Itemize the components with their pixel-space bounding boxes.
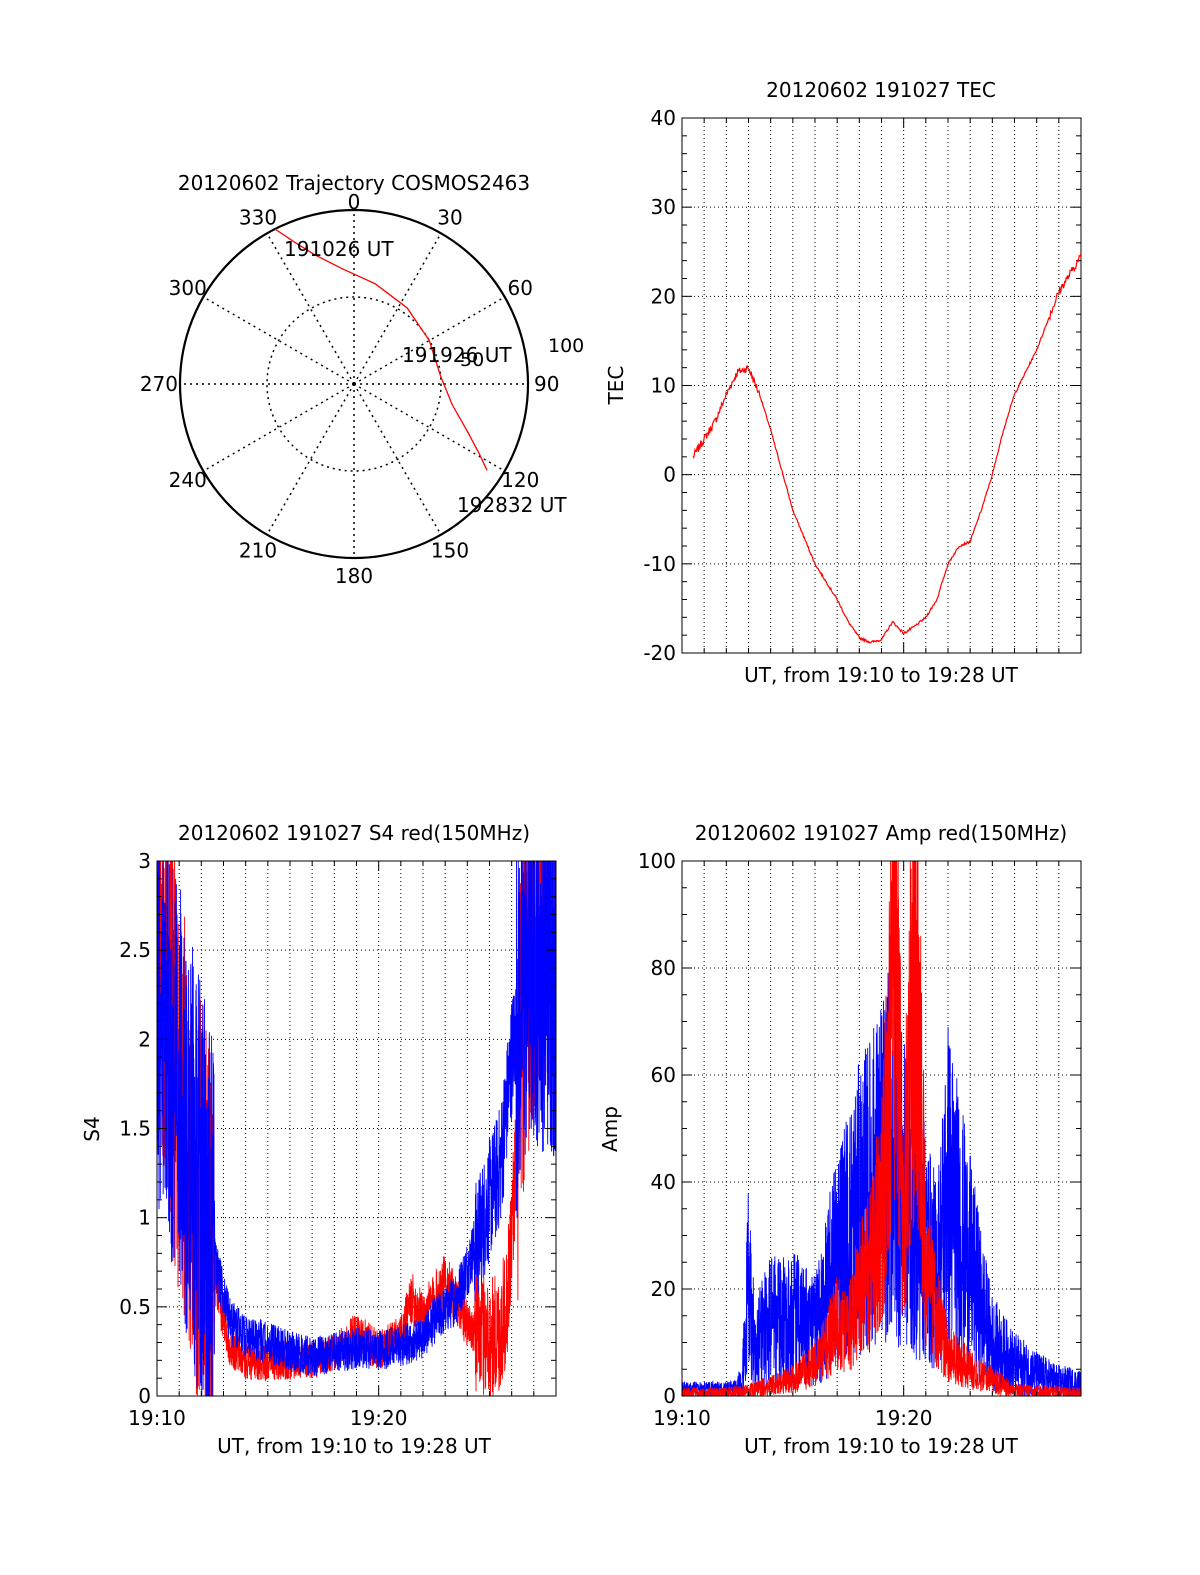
polar-grid-ring: [266, 296, 442, 472]
amp-y-tick-label: 40: [651, 1170, 676, 1194]
amp-x-tick-labels: 19:10 19:20: [653, 1406, 932, 1430]
s4-series-blue: [156, 860, 557, 1397]
polar-grid-spoke: [353, 383, 506, 472]
s4-y-tick-label: 0: [138, 1384, 151, 1408]
amp-y-tick-label: 60: [651, 1063, 676, 1087]
polar-grid-spoke: [266, 232, 355, 385]
polar-title: 20120602 Trajectory COSMOS2463: [178, 171, 530, 195]
s4-y-tick-label: 2.5: [119, 938, 151, 962]
polar-grid-spoke: [353, 383, 442, 536]
s4-y-tick-label: 1: [138, 1206, 151, 1230]
tec-y-tick-labels: -20 -10 0 10 20 30 40: [643, 106, 676, 665]
polar-azimuth-label: 300: [169, 276, 207, 300]
polar-azimuth-label: 270: [140, 372, 178, 396]
s4-title: 20120602 191027 S4 red(150MHz): [178, 821, 530, 845]
polar-grid-spoke: [353, 296, 506, 385]
amp-y-tick-label: 100: [638, 849, 676, 873]
s4-series-group: [156, 860, 557, 1397]
amp-y-tick-label: 20: [651, 1277, 676, 1301]
s4-y-axis-label: S4: [80, 1116, 104, 1141]
amp-grid: [682, 861, 1081, 1396]
s4-y-tick-label: 2: [138, 1027, 151, 1051]
s4-x-tick-labels: 19:10 19:20: [128, 1406, 407, 1430]
tec-y-axis-label: TEC: [604, 366, 628, 406]
polar-ring-labels: 50 100: [460, 335, 584, 371]
polar-start-label: 191026 UT: [284, 237, 394, 261]
tec-ticks: [681, 117, 1082, 654]
tec-y-tick-label: 0: [663, 463, 676, 487]
s4-y-tick-label: 3: [138, 849, 151, 873]
polar-end-label: 192832 UT: [457, 493, 567, 517]
tec-y-tick-label: -20: [643, 641, 676, 665]
s4-ticks: [156, 860, 557, 1397]
tec-x-axis-label: UT, from 19:10 to 19:28 UT: [744, 663, 1019, 687]
s4-panel: 20120602 191027 S4 red(150MHz) 0 0.5 1 1.5 2…: [80, 821, 557, 1458]
polar-ring-label-2: 100: [548, 335, 584, 357]
polar-grid-spoke: [353, 232, 442, 385]
tec-grid: [682, 118, 1081, 653]
polar-azimuth-label: 150: [431, 538, 469, 562]
amp-x-tick-label: 19:10: [653, 1406, 711, 1430]
s4-y-tick-label: 1.5: [119, 1117, 151, 1141]
amp-x-tick-label: 19:20: [875, 1406, 933, 1430]
polar-grid: [180, 210, 528, 558]
tec-panel: 20120602 191027 TEC -20 -10 0 10 20 30 40 UT, …: [604, 78, 1082, 687]
s4-y-tick-label: 0.5: [119, 1295, 151, 1319]
polar-azimuth-label: 240: [169, 468, 207, 492]
polar-grid-spoke: [202, 383, 355, 472]
polar-trajectory-panel: 20120602 Trajectory COSMOS2463 0 30 60 90 12…: [140, 171, 584, 588]
s4-y-tick-labels: 0 0.5 1 1.5 2 2.5 3: [119, 849, 151, 1408]
polar-grid-spoke: [202, 296, 355, 385]
polar-mid-label: 191926 UT: [402, 343, 512, 367]
polar-azimuth-label: 0: [348, 190, 361, 214]
polar-ring-label-1: 50: [460, 349, 484, 371]
polar-outer-circle: [178, 208, 530, 560]
amp-x-axis-label: UT, from 19:10 to 19:28 UT: [744, 1434, 1019, 1458]
polar-azimuth-labels: 0 30 60 90 120 150 180 210 240 270 300 330: [140, 190, 560, 588]
amp-title: 20120602 191027 Amp red(150MHz): [695, 821, 1067, 845]
tec-series-line: [692, 253, 1082, 644]
s4-x-tick-label: 19:20: [350, 1406, 408, 1430]
s4-x-axis-label: UT, from 19:10 to 19:28 UT: [217, 1434, 492, 1458]
polar-azimuth-label: 210: [239, 538, 277, 562]
polar-azimuth-label: 180: [335, 564, 373, 588]
s4-x-tick-label: 19:10: [128, 1406, 186, 1430]
amp-y-axis-label: Amp: [598, 1106, 622, 1152]
polar-azimuth-label: 30: [437, 206, 462, 230]
amp-y-tick-label: 80: [651, 956, 676, 980]
polar-azimuth-label: 60: [508, 276, 533, 300]
amp-y-tick-label: 0: [663, 1384, 676, 1408]
amp-y-tick-labels: 0 20 40 60 80 100: [638, 849, 676, 1408]
polar-grid-spoke: [266, 383, 355, 536]
tec-title: 20120602 191027 TEC: [766, 78, 996, 102]
polar-azimuth-label: 90: [534, 372, 559, 396]
tec-y-tick-label: -10: [643, 552, 676, 576]
polar-azimuth-label: 120: [501, 468, 539, 492]
amp-ticks: [681, 860, 1082, 1397]
tec-y-tick-label: 10: [651, 374, 676, 398]
amp-panel: 20120602 191027 Amp red(150MHz) 0 20 40 60 8…: [598, 821, 1082, 1458]
tec-y-tick-label: 40: [651, 106, 676, 130]
tec-y-tick-label: 20: [651, 284, 676, 308]
polar-azimuth-label: 330: [239, 206, 277, 230]
polar-trajectory-line: [274, 228, 488, 471]
tec-y-tick-label: 30: [651, 195, 676, 219]
